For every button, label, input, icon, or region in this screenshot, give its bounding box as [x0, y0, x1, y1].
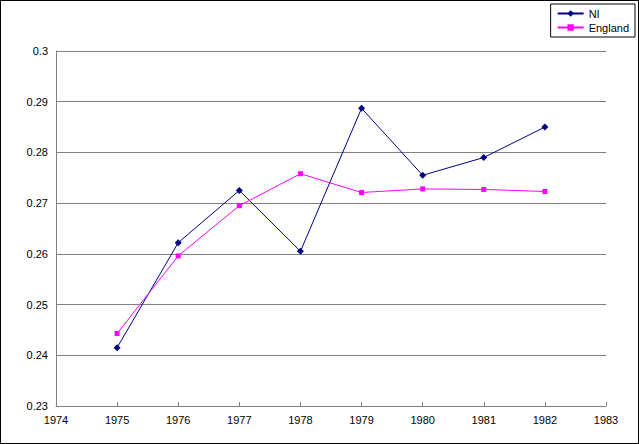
- svg-text:NI: NI: [589, 8, 600, 20]
- svg-text:1981: 1981: [472, 414, 496, 426]
- svg-text:England: England: [589, 22, 629, 34]
- svg-text:1975: 1975: [105, 414, 129, 426]
- svg-text:0.29: 0.29: [27, 96, 48, 108]
- svg-text:1980: 1980: [410, 414, 434, 426]
- svg-text:0.24: 0.24: [27, 349, 48, 361]
- svg-text:1978: 1978: [288, 414, 312, 426]
- svg-text:1977: 1977: [227, 414, 251, 426]
- svg-text:1982: 1982: [533, 414, 557, 426]
- svg-text:0.23: 0.23: [27, 400, 48, 412]
- svg-text:0.27: 0.27: [27, 197, 48, 209]
- svg-text:1976: 1976: [166, 414, 190, 426]
- svg-text:0.28: 0.28: [27, 146, 48, 158]
- svg-text:0.25: 0.25: [27, 299, 48, 311]
- svg-text:1974: 1974: [44, 414, 68, 426]
- svg-text:1983: 1983: [594, 414, 618, 426]
- svg-text:1979: 1979: [349, 414, 373, 426]
- svg-text:0.26: 0.26: [27, 248, 48, 260]
- svg-text:0.3: 0.3: [33, 45, 48, 57]
